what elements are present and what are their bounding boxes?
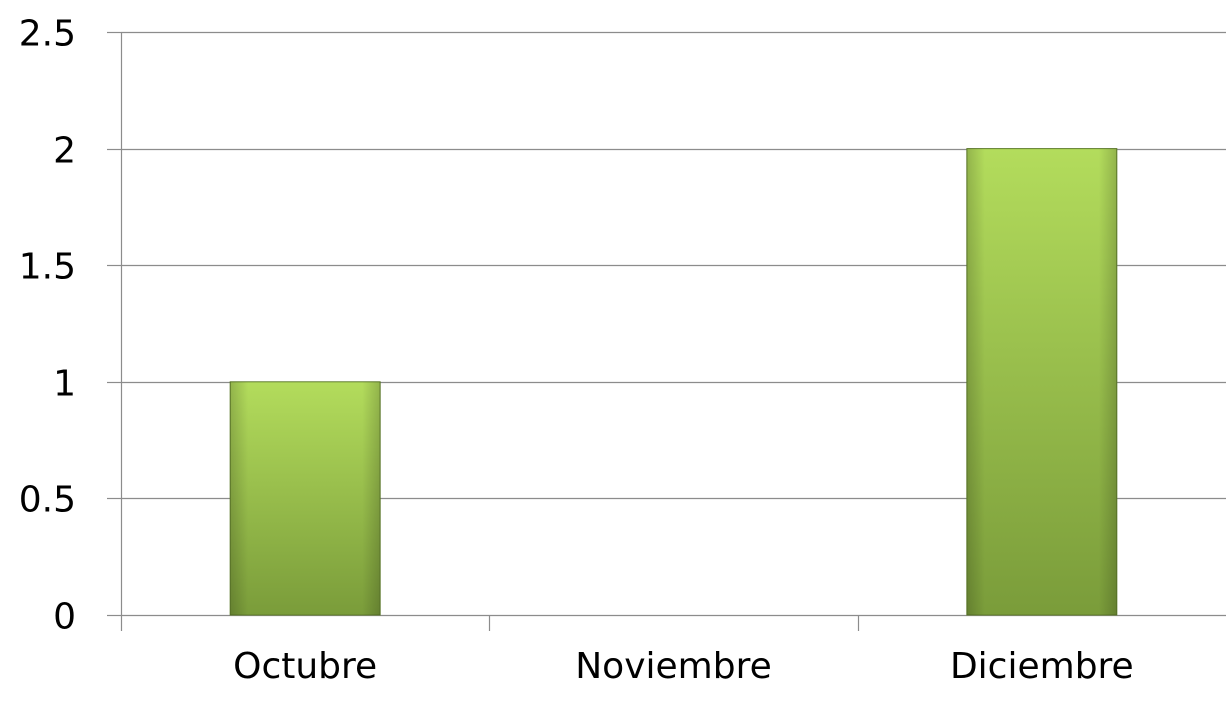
y-tick-label: 0 (53, 597, 76, 638)
bars (229, 148, 1118, 616)
y-tick-label: 2.5 (19, 14, 76, 55)
bar-shade (966, 148, 1117, 615)
bar-shade (230, 381, 381, 615)
y-tick-label: 2 (53, 131, 76, 172)
labels: 0 0.5 1 1.5 2 2.5 Octubre Noviembre Diciembre (19, 14, 1134, 688)
x-category-label: Octubre (233, 646, 377, 687)
y-tick-label: 1 (53, 364, 76, 405)
x-category-label: Noviembre (575, 646, 772, 687)
x-category-label: Diciembre (950, 646, 1134, 687)
axes (107, 31, 1226, 631)
y-tick-label: 1.5 (19, 247, 76, 288)
y-tick-label: 0.5 (19, 480, 76, 521)
